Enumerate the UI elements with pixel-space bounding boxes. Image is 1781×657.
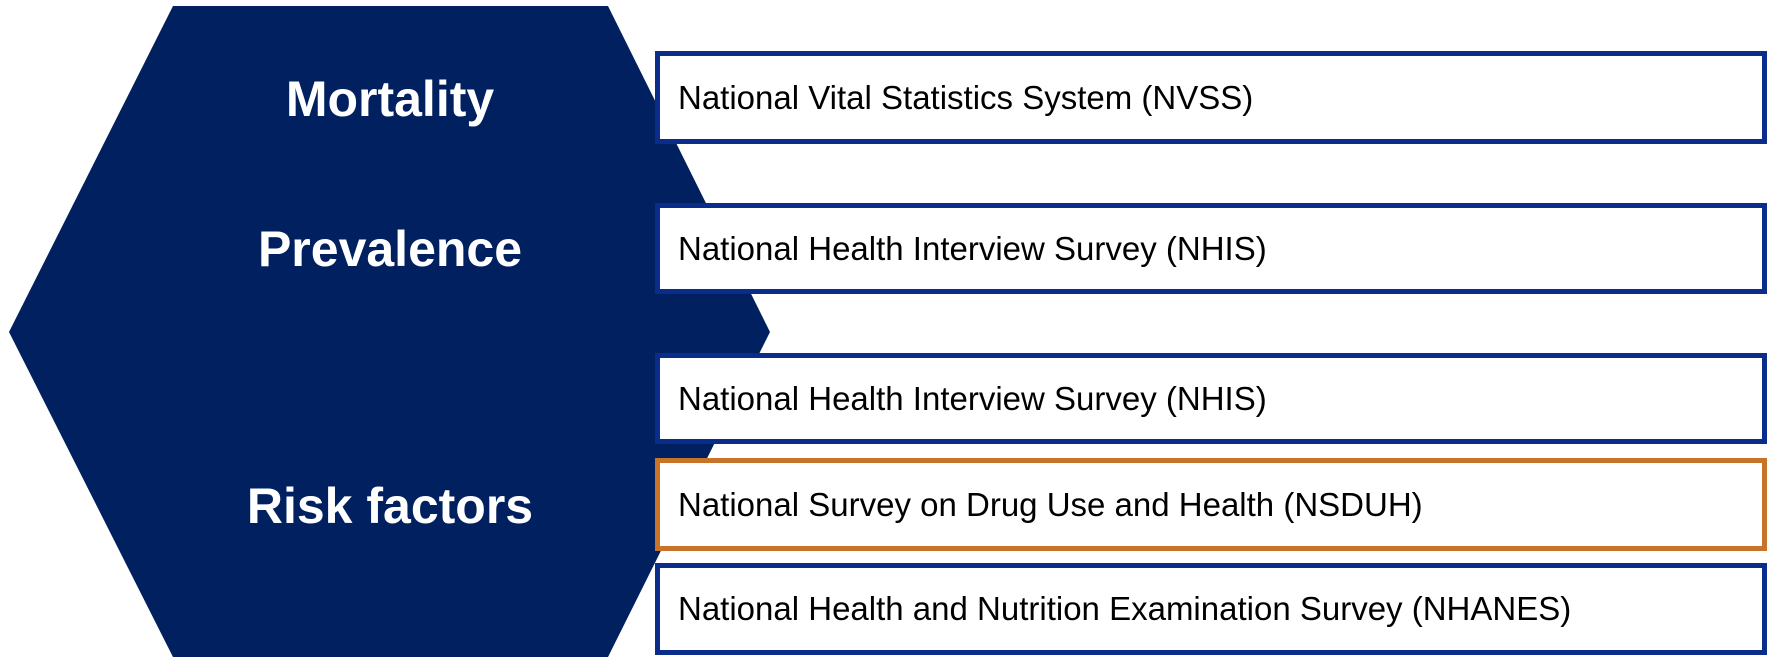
source-box: National Health Interview Survey (NHIS) [655,203,1767,294]
category-label: Risk factors [246,478,534,534]
hexagon-shape [9,6,770,657]
category-label: Prevalence [257,221,523,277]
source-box: National Health and Nutrition Examinatio… [655,563,1767,655]
source-box: National Vital Statistics System (NVSS) [655,51,1767,144]
category-label: Mortality [285,71,495,127]
source-box: National Health Interview Survey (NHIS) [655,353,1767,444]
source-box: National Survey on Drug Use and Health (… [655,458,1767,551]
hexagon [9,6,770,657]
